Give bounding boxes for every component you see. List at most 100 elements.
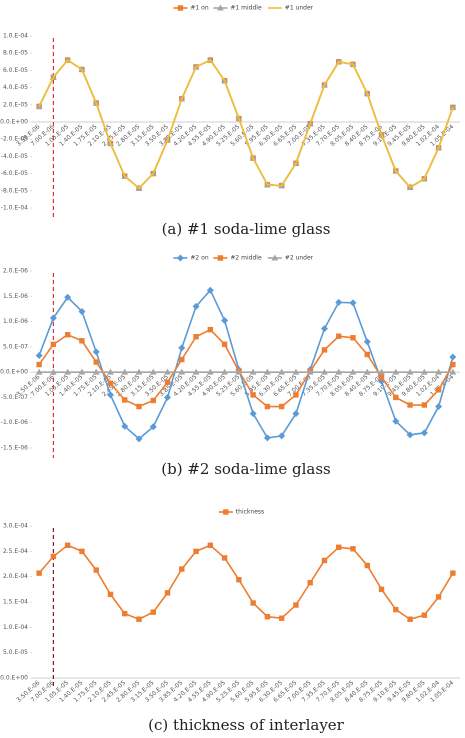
marker [264, 613, 271, 620]
marker [206, 286, 214, 294]
caption: (b) #2 soda-lime glass [161, 460, 331, 478]
marker [35, 368, 43, 375]
marker [178, 344, 186, 352]
marker [150, 609, 156, 615]
marker [221, 368, 228, 375]
y-tick-label: 2.5.E-04 [3, 548, 28, 555]
marker [393, 606, 399, 613]
marker [192, 368, 200, 375]
marker [192, 302, 200, 310]
marker [435, 594, 442, 600]
marker [149, 368, 157, 375]
y-tick-label: -1.0.E-04 [1, 205, 28, 212]
legend-marker [217, 4, 224, 11]
marker [278, 615, 285, 621]
marker [207, 326, 214, 333]
legend-label: thickness [236, 509, 264, 516]
series-line [38, 288, 454, 440]
marker [450, 361, 456, 368]
marker [378, 374, 385, 380]
marker [179, 566, 185, 572]
y-tick-label: 8.0.E-05 [3, 50, 28, 57]
marker [349, 368, 357, 375]
marker [335, 298, 343, 306]
marker [421, 612, 428, 618]
marker [292, 368, 300, 375]
legend-label: #1 on [190, 5, 208, 12]
y-tick-label: -1.5.E-06 [1, 445, 28, 452]
marker [164, 393, 172, 401]
marker [392, 368, 400, 375]
y-tick-label: 1.5.E-04 [3, 599, 28, 606]
marker [306, 368, 314, 375]
marker [193, 548, 199, 555]
marker [378, 368, 385, 375]
marker [263, 434, 271, 442]
marker [406, 368, 414, 375]
marker [64, 542, 71, 548]
y-tick-label: -2.0.E-05 [1, 136, 28, 143]
marker [136, 403, 142, 410]
marker [364, 562, 370, 569]
marker [164, 368, 171, 375]
marker [93, 567, 99, 573]
marker [321, 557, 328, 564]
marker [50, 341, 57, 348]
marker [207, 542, 214, 548]
marker [164, 379, 171, 385]
y-tick-label: 5.0.E-07 [3, 343, 28, 350]
marker [264, 368, 271, 375]
marker [121, 368, 129, 375]
y-tick-label: 1.5.E-06 [3, 293, 28, 300]
caption: (c) thickness of interlayer [148, 716, 345, 734]
y-tick-label: -1.0.E-06 [1, 419, 28, 426]
y-tick-label: 4.0.E-05 [3, 84, 28, 91]
y-tick-label: -8.0.E-05 [1, 187, 28, 194]
y-tick-label: 1.0.E-04 [3, 33, 28, 40]
y-tick-label: 0.0.E+00 [0, 119, 28, 126]
marker [250, 392, 256, 398]
marker [393, 394, 399, 401]
marker [79, 548, 85, 555]
marker [78, 307, 86, 315]
y-tick-label: 2.0.E-06 [3, 268, 28, 275]
marker [450, 570, 456, 576]
marker [135, 435, 143, 443]
y-tick-label: 1.0.E-04 [3, 624, 28, 631]
series-line [38, 59, 454, 190]
marker [320, 325, 328, 333]
y-tick-label: -6.0.E-05 [1, 170, 28, 177]
caption: (a) #1 soda-lime glass [162, 220, 331, 238]
legend-label: #2 under [285, 255, 314, 262]
marker [92, 368, 100, 375]
marker [235, 368, 243, 375]
marker [149, 423, 157, 431]
y-tick-label: 2.0.E-05 [3, 101, 28, 108]
marker [107, 380, 114, 386]
marker [179, 356, 185, 363]
marker [420, 429, 428, 437]
marker [278, 368, 286, 375]
marker [92, 348, 100, 356]
legend-label: #2 on [190, 255, 208, 262]
marker [321, 347, 328, 353]
marker [435, 403, 443, 411]
series-line [38, 544, 454, 621]
y-tick-label: 6.0.E-05 [3, 67, 28, 74]
marker [78, 368, 86, 375]
y-tick-label: -5.0.E-07 [1, 394, 28, 401]
marker [278, 432, 286, 440]
y-tick-label: 3.0.E-04 [3, 523, 28, 530]
marker [136, 616, 142, 622]
legend-label: #1 under [285, 5, 314, 12]
marker [206, 368, 214, 375]
series-line [38, 59, 454, 190]
marker [135, 368, 143, 375]
marker [50, 553, 57, 560]
marker [64, 332, 71, 338]
y-tick-label: 0.0.E+00 [0, 369, 28, 376]
marker [221, 317, 229, 325]
y-tick-label: 1.0.E-06 [3, 318, 28, 325]
marker [193, 334, 199, 340]
